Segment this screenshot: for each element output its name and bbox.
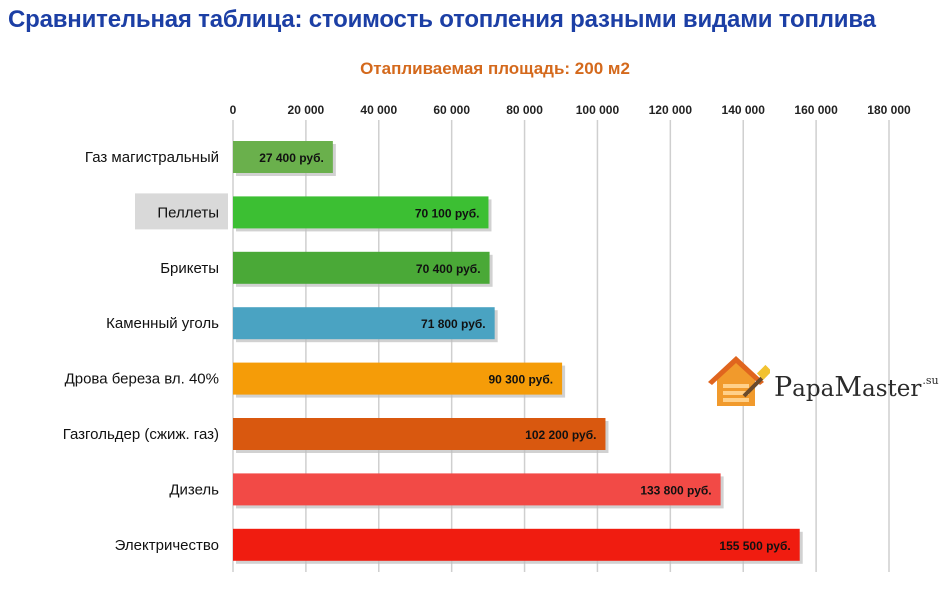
category-labels: Газ магистральный Пеллеты Брикеты Каменный …: [63, 149, 219, 554]
bar: [233, 141, 333, 173]
x-tick-label: 80 000: [506, 103, 543, 117]
data-label: 71 800 руб.: [421, 317, 486, 331]
papamaster-logo: PapaMaster.su: [708, 354, 939, 409]
category-highlight: [135, 193, 228, 230]
house-logo-icon: [708, 356, 770, 406]
data-label: 90 300 руб.: [488, 373, 553, 387]
x-tick-label: 40 000: [360, 103, 397, 117]
category-label: Каменный уголь: [106, 315, 219, 332]
category-label: Электричество: [115, 537, 219, 554]
bar: [233, 362, 563, 395]
data-label: 70 400 руб.: [416, 262, 481, 276]
category-highlight-box: [135, 193, 228, 230]
data-labels: 27 400 руб. 70 100 руб. 70 400 руб. 71 800 …: [259, 151, 790, 553]
bar: [233, 473, 721, 506]
bar: [233, 196, 489, 229]
logo-wordmark: PapaMaster.su: [774, 372, 939, 403]
x-axis-ticks: 0 20 000 40 000 60 000 80 000 100 000 120 000 1…: [230, 103, 911, 117]
data-label: 102 200 руб.: [525, 428, 596, 442]
bar: [233, 251, 490, 284]
category-label: Дрова береза вл. 40%: [65, 371, 219, 388]
category-label: Пеллеты: [157, 204, 219, 221]
bars: [233, 141, 803, 564]
chart-subtitle: Отапливаемая площадь: 200 м2: [360, 59, 630, 78]
category-label: Газгольдер (сжиж. газ): [63, 426, 219, 443]
data-label: 70 100 руб.: [415, 206, 480, 220]
bar: [233, 307, 495, 340]
x-tick-label: 140 000: [722, 103, 766, 117]
data-label: 27 400 руб.: [259, 151, 324, 165]
x-tick-label: 0: [230, 103, 237, 117]
category-label: Газ магистральный: [85, 149, 219, 166]
x-tick-label: 120 000: [649, 103, 693, 117]
data-label: 133 800 руб.: [640, 483, 711, 497]
x-tick-label: 160 000: [794, 103, 838, 117]
category-label: Дизель: [169, 481, 219, 498]
data-label: 155 500 руб.: [719, 539, 790, 553]
chart-title: Сравнительная таблица: стоимость отоплен…: [8, 6, 876, 33]
x-tick-label: 20 000: [288, 103, 325, 117]
bar: [233, 528, 800, 561]
category-label: Брикеты: [160, 260, 219, 277]
x-tick-label: 180 000: [867, 103, 911, 117]
x-tick-label: 100 000: [576, 103, 620, 117]
x-tick-label: 60 000: [433, 103, 470, 117]
bar: [233, 418, 606, 450]
